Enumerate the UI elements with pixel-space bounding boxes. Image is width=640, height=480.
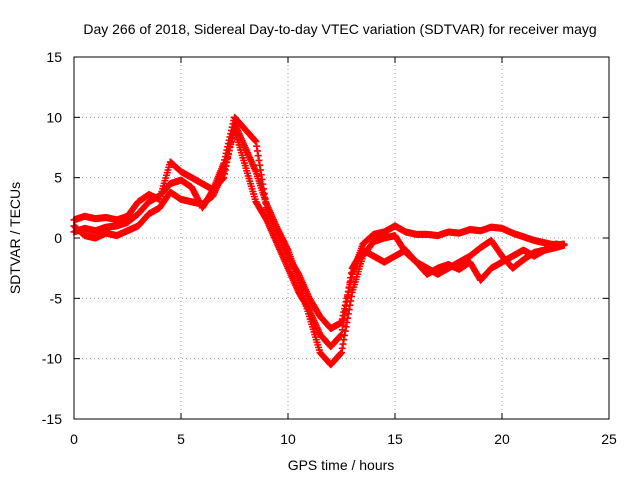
x-tick-label: 20 [494, 431, 510, 447]
series-track-2 [70, 119, 568, 369]
y-tick-label: 10 [46, 109, 62, 125]
y-tick-label: 0 [54, 230, 62, 246]
x-axis-label: GPS time / hours [288, 457, 395, 473]
y-axis-label: SDTVAR / TECUs [7, 182, 23, 294]
y-tick-label: -15 [42, 411, 62, 427]
x-tick-label: 10 [280, 431, 296, 447]
chart-title: Day 266 of 2018, Sidereal Day-to-day VTE… [83, 21, 596, 37]
data-point [560, 241, 568, 249]
x-tick-label: 15 [387, 431, 403, 447]
series-track-1 [70, 113, 568, 332]
y-tick-label: -10 [42, 351, 62, 367]
x-tick-label: 5 [177, 431, 185, 447]
x-tick-label: 25 [601, 431, 617, 447]
y-tick-label: 5 [54, 170, 62, 186]
series-track-3 [70, 125, 568, 351]
data-series [70, 113, 568, 369]
axis-ticks: 0 5 10 15 20 25 -15 -10 -5 0 5 10 15 [42, 49, 617, 447]
y-tick-label: 15 [46, 49, 62, 65]
y-tick-label: -5 [50, 290, 63, 306]
x-tick-label: 0 [70, 431, 78, 447]
